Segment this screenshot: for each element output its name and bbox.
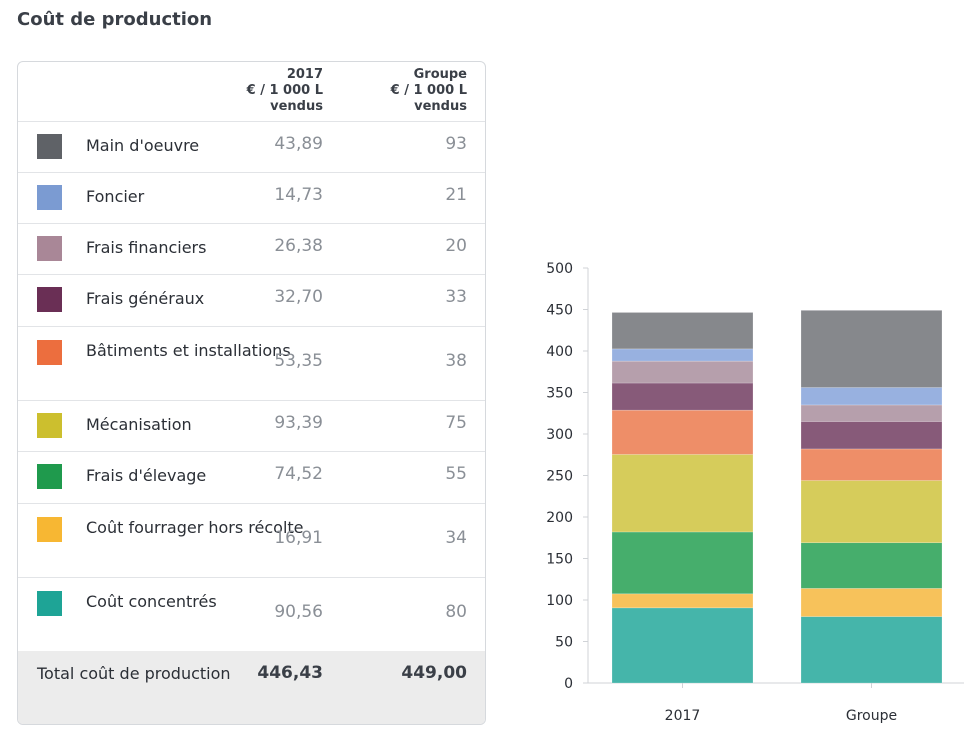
total-row: Total coût de production 446,43 449,00 bbox=[18, 651, 485, 724]
bar-segment bbox=[611, 593, 754, 609]
bar-segment bbox=[800, 421, 943, 450]
row-value-2017: 53,35 bbox=[274, 351, 323, 371]
legend-swatch bbox=[37, 236, 62, 261]
table-row: Frais généraux 32,70 33 bbox=[18, 274, 485, 327]
row-value-groupe: 55 bbox=[445, 464, 467, 484]
bar-segment bbox=[611, 607, 754, 684]
bar-segment bbox=[611, 360, 754, 384]
table-row: Mécanisation 93,39 75 bbox=[18, 400, 485, 452]
column-header-line: vendus bbox=[270, 99, 323, 114]
row-label: Frais d'élevage bbox=[86, 466, 207, 485]
bar-segment bbox=[800, 310, 943, 388]
y-tick-label: 100 bbox=[546, 593, 573, 609]
x-tick-label: 2017 bbox=[665, 708, 701, 724]
row-label: Bâtiments et installations bbox=[86, 341, 291, 360]
y-tick-label: 0 bbox=[564, 676, 573, 692]
row-value-groupe: 75 bbox=[445, 413, 467, 433]
y-tick-label: 250 bbox=[546, 469, 573, 485]
row-label: Frais généraux bbox=[86, 289, 205, 308]
stacked-bar-chart: 0 50 100 150 200 250 300 350 400 450 500 2017 Groupe bbox=[546, 261, 964, 724]
x-tick-label: Groupe bbox=[846, 708, 897, 724]
row-value-2017: 43,89 bbox=[274, 134, 323, 154]
y-tick-label: 300 bbox=[546, 427, 573, 443]
row-value-groupe: 38 bbox=[445, 351, 467, 371]
legend-swatch bbox=[37, 464, 62, 489]
bar-segment bbox=[611, 382, 754, 411]
column-header-2017: 2017 € / 1 000 L vendus bbox=[247, 67, 323, 115]
row-value-2017: 74,52 bbox=[274, 464, 323, 484]
total-value-groupe: 449,00 bbox=[401, 663, 467, 683]
y-tick-label: 500 bbox=[546, 261, 573, 277]
y-tick-label: 200 bbox=[546, 510, 573, 526]
legend-swatch bbox=[37, 591, 62, 616]
row-value-2017: 16,91 bbox=[274, 528, 323, 548]
row-label: Mécanisation bbox=[86, 415, 192, 434]
row-value-2017: 90,56 bbox=[274, 602, 323, 622]
legend-swatch bbox=[37, 340, 62, 365]
table-header: 2017 € / 1 000 L vendus Groupe € / 1 000… bbox=[18, 62, 485, 122]
table-row: Frais financiers 26,38 20 bbox=[18, 223, 485, 275]
bar-segment bbox=[611, 531, 754, 595]
row-value-2017: 93,39 bbox=[274, 413, 323, 433]
bar-segment bbox=[800, 616, 943, 684]
row-value-groupe: 21 bbox=[445, 185, 467, 205]
row-label: Coût concentrés bbox=[86, 592, 217, 611]
row-label: Coût fourrager hors récolte bbox=[86, 518, 304, 537]
column-header-line: € / 1 000 L bbox=[246, 83, 323, 98]
row-value-2017: 14,73 bbox=[274, 185, 323, 205]
page-title: Coût de production bbox=[17, 9, 213, 30]
legend-swatch bbox=[37, 287, 62, 312]
row-label: Main d'oeuvre bbox=[86, 136, 200, 155]
table-row: Main d'oeuvre 43,89 93 bbox=[18, 121, 485, 173]
column-header-line: Groupe bbox=[413, 67, 467, 82]
column-header-groupe: Groupe € / 1 000 L vendus bbox=[391, 67, 467, 115]
row-value-groupe: 80 bbox=[445, 602, 467, 622]
column-header-line: 2017 bbox=[286, 67, 323, 82]
row-value-2017: 26,38 bbox=[274, 236, 323, 256]
table-row: Coût concentrés 90,56 80 bbox=[18, 577, 485, 652]
table-row: Foncier 14,73 21 bbox=[18, 172, 485, 224]
row-label: Frais financiers bbox=[86, 238, 207, 257]
legend-swatch bbox=[37, 517, 62, 542]
table-row: Frais d'élevage 74,52 55 bbox=[18, 451, 485, 504]
legend-swatch bbox=[37, 413, 62, 438]
row-value-2017: 32,70 bbox=[274, 287, 323, 307]
row-value-groupe: 34 bbox=[445, 528, 467, 548]
bar-segment bbox=[611, 348, 754, 362]
bar-segment bbox=[800, 448, 943, 481]
bar-segment bbox=[611, 409, 754, 455]
cost-table: 2017 € / 1 000 L vendus Groupe € / 1 000… bbox=[17, 61, 486, 725]
y-tick-label: 150 bbox=[546, 552, 573, 568]
legend-swatch bbox=[37, 134, 62, 159]
bar-segment bbox=[800, 588, 943, 617]
legend-swatch bbox=[37, 185, 62, 210]
row-value-groupe: 20 bbox=[445, 236, 467, 256]
bar-segment bbox=[611, 454, 754, 533]
y-tick-label: 450 bbox=[546, 303, 573, 319]
bar-segment bbox=[800, 404, 943, 422]
y-tick-label: 400 bbox=[546, 344, 573, 360]
column-header-line: vendus bbox=[414, 99, 467, 114]
bar-segment bbox=[800, 542, 943, 589]
row-value-groupe: 93 bbox=[445, 134, 467, 154]
y-tick-label: 350 bbox=[546, 386, 573, 402]
bar-segment bbox=[800, 480, 943, 544]
bar-segment bbox=[800, 387, 943, 406]
table-row: Bâtiments et installations 53,35 38 bbox=[18, 326, 485, 401]
total-label: Total coût de production bbox=[37, 664, 231, 683]
row-value-groupe: 33 bbox=[445, 287, 467, 307]
y-tick-label: 50 bbox=[555, 635, 573, 651]
row-label: Foncier bbox=[86, 187, 145, 206]
table-row: Coût fourrager hors récolte 16,91 34 bbox=[18, 503, 485, 578]
column-header-line: € / 1 000 L bbox=[390, 83, 467, 98]
total-value-2017: 446,43 bbox=[257, 663, 323, 683]
bar-segment bbox=[611, 312, 754, 350]
